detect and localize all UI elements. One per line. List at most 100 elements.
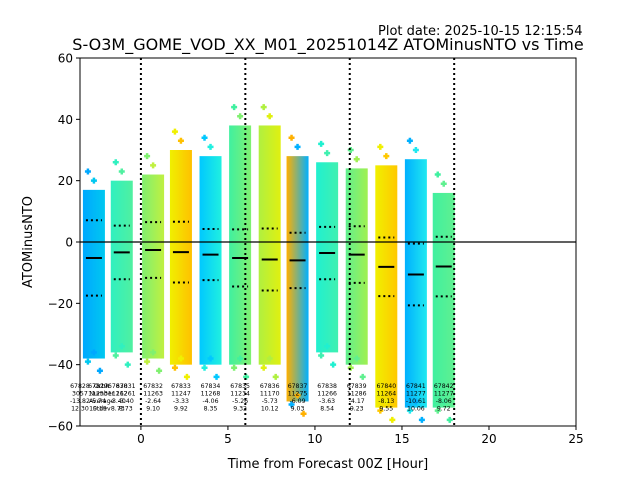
outlier-marker: [156, 367, 163, 374]
outlier-marker: [377, 407, 384, 414]
outlier-marker: [96, 367, 103, 374]
outlier-marker: [84, 168, 91, 175]
outlier-marker: [207, 355, 214, 362]
outlier-marker: [266, 113, 273, 120]
stat-stdev: 9.72: [437, 406, 451, 413]
stat-orbit: 67829: [88, 383, 108, 390]
stat-number: 11247: [171, 391, 191, 398]
outlier-marker: [171, 364, 178, 371]
stat-stdev: 8.35: [204, 406, 218, 413]
outlier-marker: [418, 416, 425, 423]
outlier-marker: [84, 358, 91, 365]
scatter-column: [404, 159, 427, 408]
stat-orbit: 67834: [201, 383, 221, 390]
stat-number: 11277: [434, 391, 454, 398]
stat-average: -3.40: [118, 398, 134, 405]
stat-number: 11261: [116, 391, 136, 398]
stat-orbit: 67842: [434, 383, 454, 390]
outlier-marker: [434, 407, 441, 414]
outlier-marker: [300, 410, 307, 417]
plot-date: Plot date: 2025-10-15 12:15:54: [378, 24, 583, 39]
stat-orbit: 67841: [406, 383, 426, 390]
x-tick-label: 10: [307, 432, 322, 446]
stat-stdev: 10.12: [261, 406, 279, 413]
outlier-marker: [406, 407, 413, 414]
outlier-marker: [171, 128, 178, 135]
outlier-marker: [207, 143, 214, 150]
stat-number: 11253: [88, 391, 108, 398]
x-tick-label: 25: [568, 432, 583, 446]
outlier-marker: [446, 416, 453, 423]
outlier-marker: [118, 168, 125, 175]
stat-stdev: 9.10: [146, 406, 160, 413]
stat-stdev: 8.54: [320, 406, 334, 413]
stat-orbit: 67830: [108, 383, 128, 390]
stat-label: Average: [89, 398, 115, 405]
scatter-column: [199, 156, 222, 365]
stat-average: -5.74: [90, 398, 106, 405]
outlier-marker: [237, 113, 244, 120]
stat-stdev: 8.73: [119, 406, 133, 413]
x-tick-label: 0: [137, 432, 145, 446]
scatter-column: [82, 189, 105, 359]
stat-label: Number: [89, 391, 114, 398]
stat-orbit: 67833: [171, 383, 191, 390]
stat-stdev: 10.19: [89, 406, 107, 413]
stat-orbit: 67838: [317, 383, 337, 390]
chart-title: S-O3M_GOME_VOD_XX_M01_20251014Z ATOMinus…: [72, 35, 583, 55]
stat-number: 11234: [230, 391, 250, 398]
y-tick-label: 20: [58, 174, 73, 188]
stat-average: -10.61: [406, 398, 426, 405]
outlier-marker: [412, 147, 419, 153]
scatter-column: [375, 165, 398, 408]
y-tick-label: −40: [48, 358, 73, 372]
outlier-marker: [231, 364, 238, 371]
outlier-marker: [90, 177, 97, 184]
outlier-marker: [288, 134, 295, 141]
stat-stdev: 10.06: [407, 406, 425, 413]
stat-average: -5.26: [232, 398, 248, 405]
stat-number: 11275: [288, 391, 308, 398]
stat-average: -8.13: [378, 398, 394, 405]
scatter-column: [345, 168, 368, 365]
scatter-column: [142, 174, 165, 359]
stat-orbit: 67836: [260, 383, 280, 390]
stat-number: 11264: [376, 391, 396, 398]
outlier-marker: [294, 143, 301, 150]
outlier-marker: [260, 104, 267, 111]
stat-average: -3.33: [173, 398, 189, 405]
scatter-column: [258, 125, 281, 365]
outlier-marker: [237, 355, 244, 362]
stat-average: -6.09: [290, 398, 306, 405]
outlier-marker: [440, 180, 447, 187]
outlier-marker: [288, 401, 295, 408]
stat-number: 11170: [260, 391, 280, 398]
stat-orbit: 67840: [376, 383, 396, 390]
outlier-marker: [112, 159, 119, 166]
outlier-marker: [112, 352, 119, 359]
outlier-marker: [324, 150, 331, 157]
outlier-marker: [177, 355, 184, 362]
outlier-marker: [231, 104, 238, 111]
stat-orbit: 67832: [143, 383, 163, 390]
stat-average: -3.40: [110, 398, 126, 405]
y-tick-label: 60: [58, 52, 73, 66]
x-tick-label: 5: [224, 432, 232, 446]
y-axis-label: ATOMinusNTO: [21, 196, 36, 288]
outlier-marker: [260, 364, 267, 371]
scatter-column: [316, 162, 339, 353]
outlier-marker: [201, 364, 208, 371]
outlier-marker: [272, 373, 279, 380]
x-axis-label: Time from Forecast 00Z [Hour]: [227, 457, 429, 472]
y-tick-label: −20: [48, 297, 73, 311]
stat-stdev: 9.92: [174, 406, 188, 413]
scatter-column: [229, 125, 252, 365]
stat-orbit: 67835: [230, 383, 250, 390]
outlier-marker: [90, 349, 97, 356]
outlier-marker: [150, 162, 157, 169]
stat-label: Stdev: [93, 406, 111, 413]
outlier-marker: [144, 153, 151, 160]
plot-area: [80, 58, 576, 426]
outlier-marker: [412, 398, 419, 405]
stat-stdev: 9.55: [379, 406, 393, 413]
